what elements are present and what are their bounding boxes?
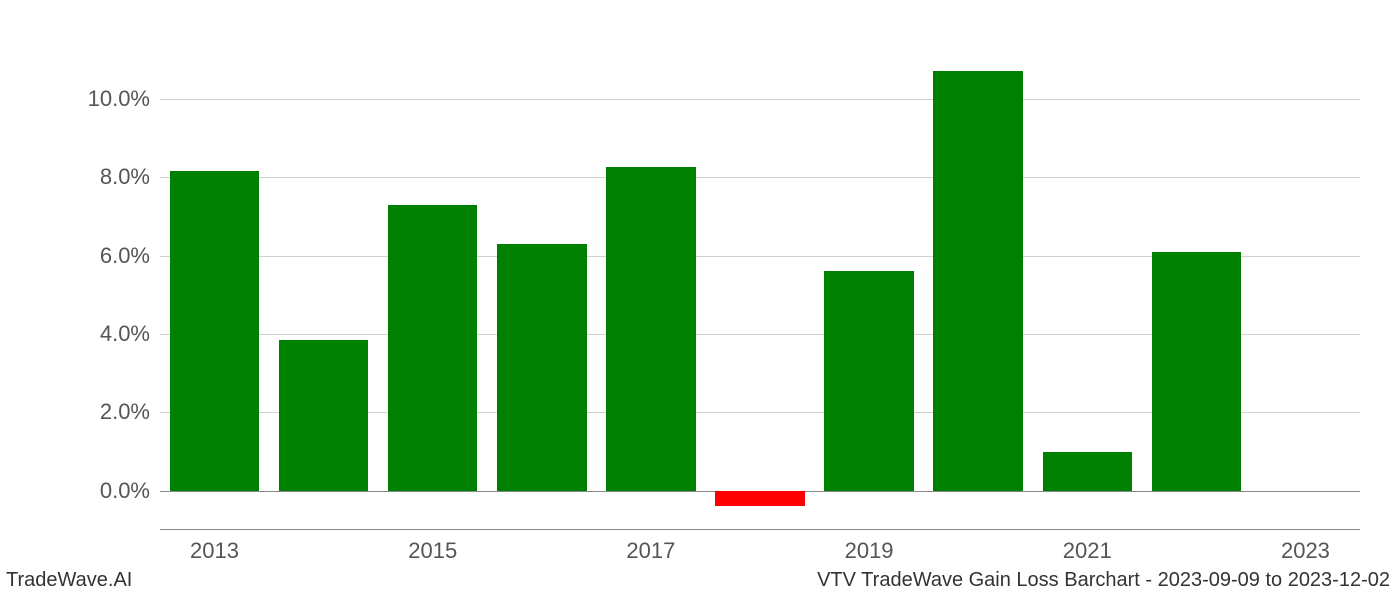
bar [606,167,695,490]
bar [497,244,586,491]
xtick-label: 2017 [601,538,701,564]
footer-brand: TradeWave.AI [6,569,132,592]
xtick-label: 2019 [819,538,919,564]
bar [824,271,913,491]
gridline [160,99,1360,100]
ytick-label: 0.0% [10,478,150,504]
bar [170,171,259,490]
bar-chart: 0.0%2.0%4.0%6.0%8.0%10.0%201320152017201… [160,40,1360,530]
xtick-label: 2013 [165,538,265,564]
footer-title: VTV TradeWave Gain Loss Barchart - 2023-… [817,569,1390,592]
plot-area: 0.0%2.0%4.0%6.0%8.0%10.0%201320152017201… [160,40,1360,530]
bar [933,71,1022,490]
ytick-label: 8.0% [10,164,150,190]
ytick-label: 6.0% [10,243,150,269]
ytick-label: 10.0% [10,86,150,112]
ytick-label: 2.0% [10,399,150,425]
bar [1152,252,1241,491]
xtick-label: 2021 [1037,538,1137,564]
xtick-label: 2015 [383,538,483,564]
bar [279,340,368,491]
bar [388,205,477,491]
xtick-label: 2023 [1255,538,1355,564]
gridline [160,177,1360,178]
bar [1043,452,1132,491]
ytick-label: 4.0% [10,321,150,347]
bar [715,491,804,507]
